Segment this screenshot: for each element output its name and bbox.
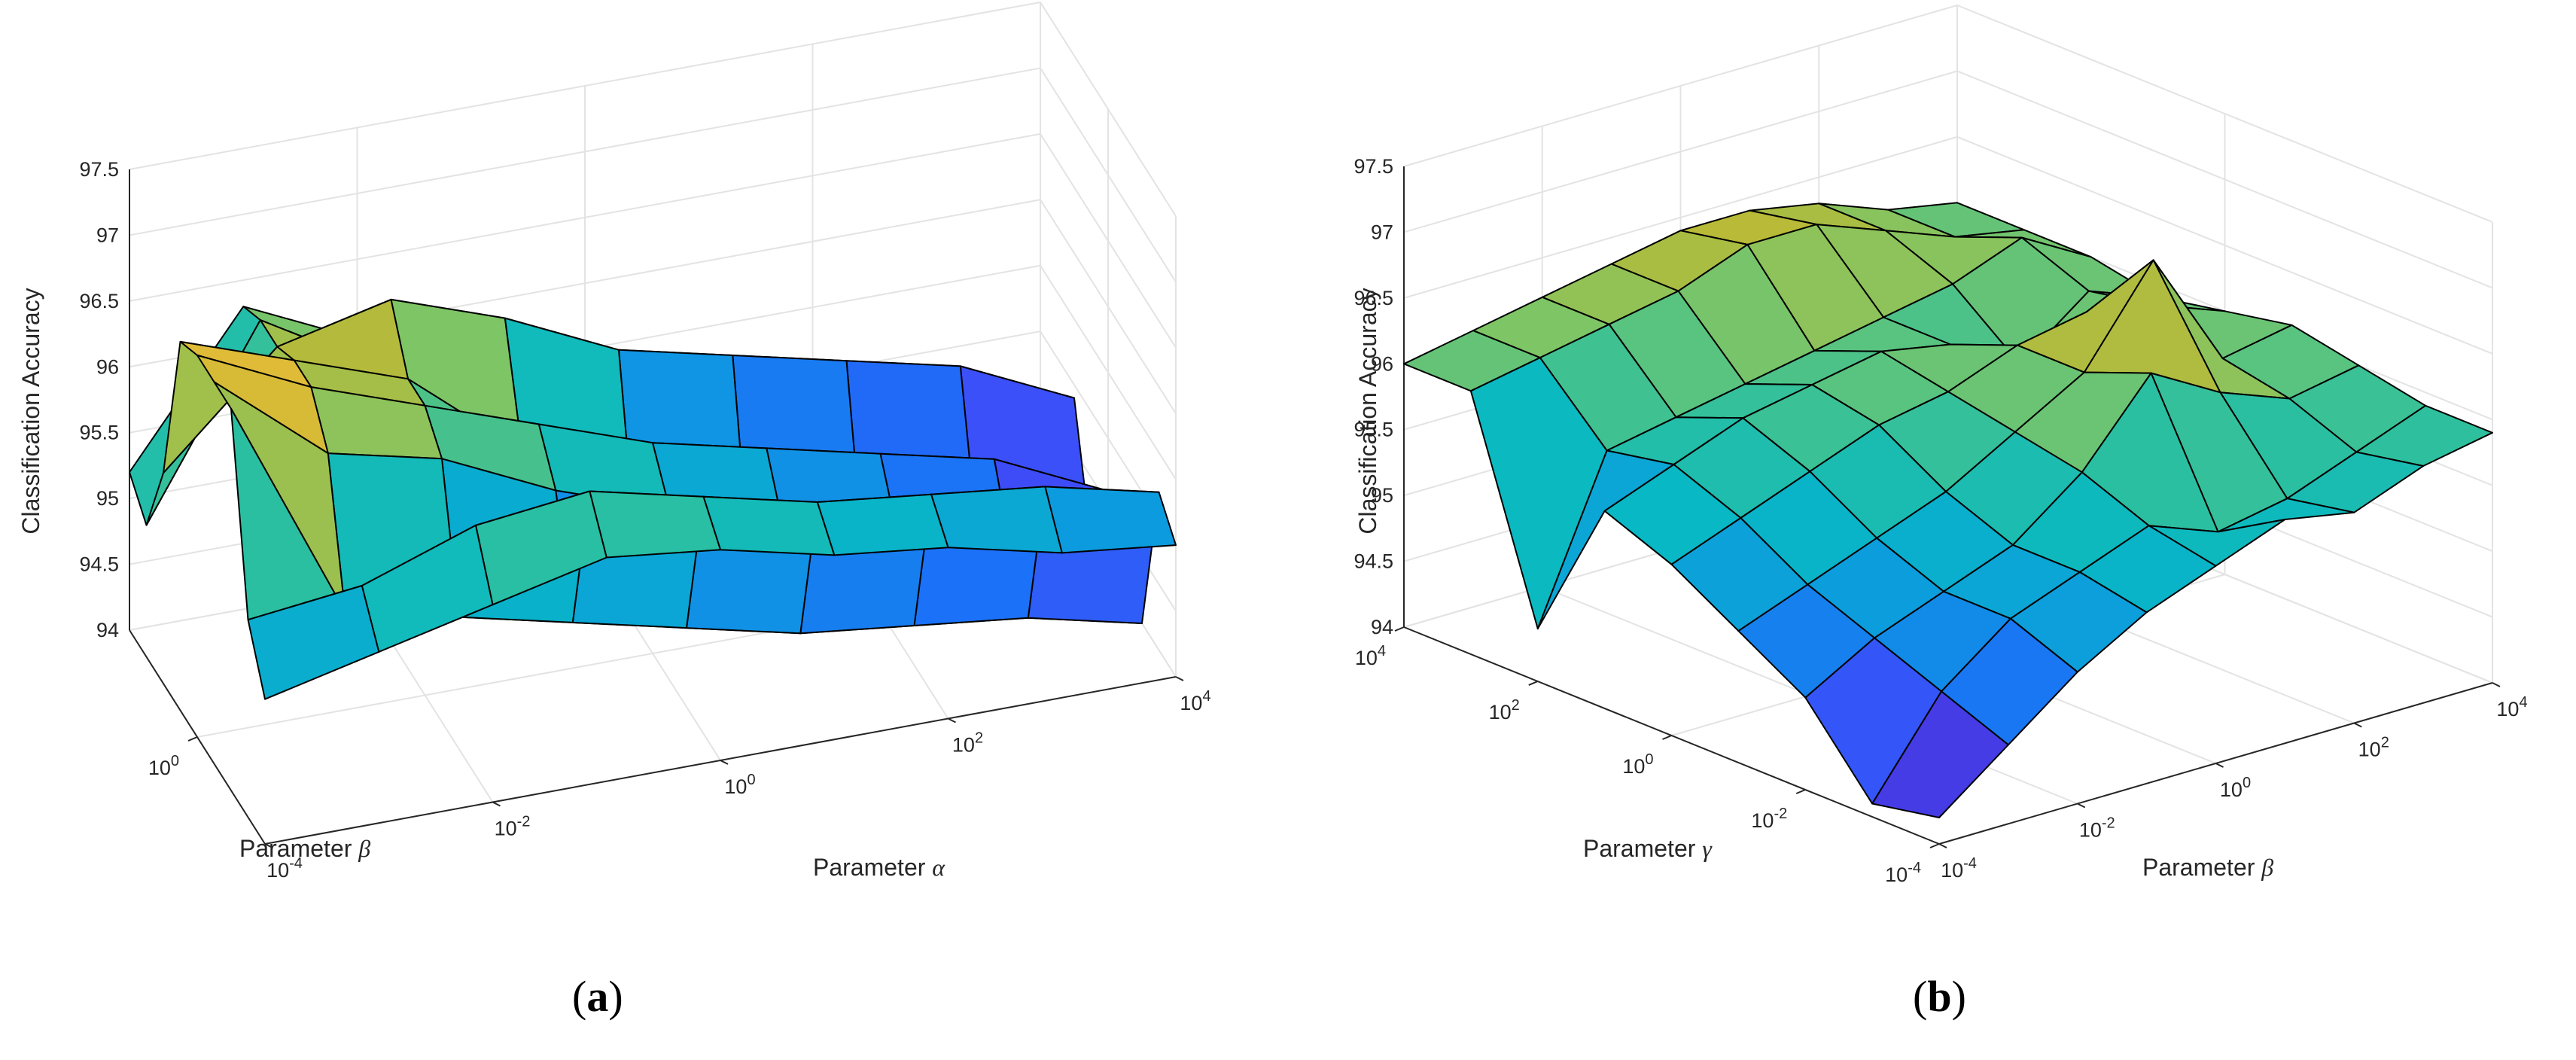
x-tick-mark — [1938, 843, 1947, 848]
surface — [1403, 202, 2493, 818]
x-ticks: 10-4 10-2 100 102 104 — [264, 676, 1211, 882]
x-tick-mark — [2492, 682, 2501, 687]
x-tick-mark — [1175, 676, 1184, 681]
y-tick-label: 104 — [1355, 643, 1386, 669]
z-tick-label: 94 — [96, 619, 119, 641]
z-tick-label: 94 — [1371, 616, 1393, 638]
wall-grid-z — [1403, 4, 2493, 223]
y-tick-mark — [1662, 735, 1672, 740]
x-tick-label: 102 — [2358, 735, 2389, 761]
wall-grid-z — [129, 67, 1177, 282]
surface — [129, 298, 1177, 700]
y-tick-label: 10-4 — [1885, 860, 1921, 886]
x-tick-label: 102 — [952, 730, 983, 757]
surface-patch — [1044, 486, 1177, 554]
surface-patch — [702, 495, 836, 556]
x-tick-mark — [2215, 763, 2224, 768]
surface-chart-b: 9494.59595.59696.59797.510-410-210010210… — [1353, 4, 2528, 886]
z-tick-label: 95.5 — [79, 422, 119, 444]
y-tick-mark — [1394, 626, 1405, 632]
x-tick-label: 10-2 — [2079, 815, 2115, 842]
surface-patch — [816, 493, 949, 556]
x-tick-label: 104 — [2496, 694, 2527, 720]
z-tick-label: 95 — [1371, 484, 1393, 507]
x-ticks: 10-4 10-2 100 102 104 — [1938, 682, 2528, 882]
z-tick-label: 97.5 — [79, 158, 119, 181]
z-tick-label: 96.5 — [79, 290, 119, 312]
x-tick-label: 104 — [1180, 688, 1210, 714]
y-tick-mark — [1795, 789, 1806, 794]
z-tick-label: 94.5 — [1353, 550, 1393, 573]
z-tick-label: 97 — [96, 224, 119, 246]
z-tick-label: 96 — [96, 355, 119, 378]
y-axis-label: Parameter β — [239, 835, 370, 862]
surface-patch — [247, 585, 380, 700]
x-tick-label: 100 — [2220, 775, 2251, 801]
x-tick-label: 10-4 — [1941, 855, 1977, 882]
surface-chart-a: 9494.59595.59696.59797.510-410-210010210… — [17, 1, 1211, 882]
panel-label-a: (a) — [572, 972, 623, 1021]
x-axis-label: Parameter α — [813, 854, 945, 881]
z-axis-label: Classification Accuracy — [17, 288, 44, 534]
y-tick-label: 102 — [1489, 697, 1520, 723]
z-tick-label: 95.5 — [1353, 419, 1393, 441]
y-tick-mark — [1528, 681, 1539, 686]
z-tick-label: 95 — [96, 487, 119, 510]
x-tick-mark — [2353, 722, 2362, 728]
x-tick-mark — [948, 717, 956, 723]
panel-label-b: (b) — [1913, 972, 1966, 1021]
surface-patch — [930, 486, 1063, 554]
chart-panel-b: 94 94.5 95 95.5 96 96.5 97 97.5 10-4 10-2 100 102 10… — [1288, 0, 2576, 1060]
x-tick-label: 10-2 — [495, 814, 531, 840]
surface-patch — [589, 490, 721, 559]
x-tick-mark — [720, 760, 729, 765]
y-axis-label: Parameter γ — [1583, 835, 1713, 862]
y-tick-mark — [187, 736, 198, 742]
x-tick-mark — [492, 801, 501, 807]
z-ticks: 94 94.5 95 95.5 96 96.5 97 97.5 — [1353, 155, 1393, 638]
chart-panel-a: 94 94.5 95 95.5 96 96.5 97 97.5 10-4 10-2 100 102 10… — [17, 1, 1211, 1021]
z-tick-label: 96 — [1371, 352, 1393, 375]
x-tick-label: 100 — [724, 772, 755, 798]
y-tick-label: 100 — [148, 753, 179, 779]
x-tick-mark — [2077, 803, 2086, 809]
z-tick-label: 97.5 — [1353, 155, 1393, 178]
y-tick-label: 10-2 — [1751, 806, 1787, 832]
x-axis-label: Parameter β — [2142, 854, 2273, 881]
x-tick-mark — [264, 843, 273, 848]
z-tick-label: 96.5 — [1353, 287, 1393, 309]
z-ticks: 94 94.5 95 95.5 96 96.5 97 97.5 — [79, 158, 119, 641]
z-tick-label: 97 — [1371, 221, 1393, 243]
y-tick-mark — [1929, 843, 1940, 848]
y-tick-label: 100 — [1622, 751, 1653, 778]
z-axis-label: Classification Accuracy — [1354, 288, 1381, 534]
y-ticks: 100 — [148, 736, 198, 779]
wall-grid-z — [129, 1, 1177, 217]
y-ticks: 10-4 10-2 100 102 104 — [1355, 626, 1940, 886]
z-tick-label: 94.5 — [79, 553, 119, 576]
wall-grid-z — [129, 132, 1177, 349]
x-tick-label: 10-4 — [266, 855, 303, 882]
surface-patch — [1871, 690, 2009, 818]
